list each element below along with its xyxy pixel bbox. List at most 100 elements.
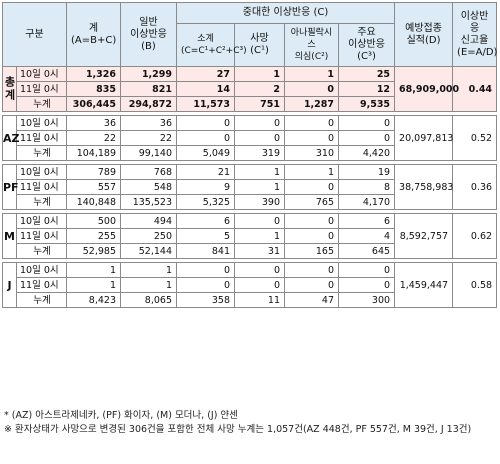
group-label: AZ [2,115,20,161]
cell-anaphylaxis: 0 [284,130,339,146]
cell-general: 494 [120,213,177,229]
cell-major: 4 [337,228,396,244]
row-label: 11일 0시 [16,81,67,97]
cell-total: 500 [66,213,121,229]
group-label: M [2,213,17,259]
cell-death: 1 [234,164,285,180]
cell-death: 1 [234,66,285,82]
cell-subtotal: 0 [176,262,235,278]
cell-subtotal: 5 [176,228,235,244]
row-label: 11일 0시 [16,277,67,293]
cell-rate: 0.58 [452,262,498,308]
footnote-abbreviations: * (AZ) 아스트라제네카, (PF) 화이자, (M) 모더나, (J) 얀… [4,410,238,421]
cell-death: 11 [234,292,285,308]
cell-total: 140,848 [66,194,121,210]
cell-anaphylaxis: 0 [284,179,339,195]
cell-major: 4,420 [337,145,396,161]
cell-death: 0 [234,115,285,131]
header-subtotal-text: 소계 (C=C¹+C²+C³) [181,34,247,56]
header-vaccinated: 예방접종 실적(D) [394,2,454,67]
cell-subtotal: 11,573 [176,96,235,112]
cell-general: 294,872 [120,96,177,112]
cell-total: 306,445 [66,96,121,112]
cell-rate: 0.52 [452,115,498,161]
table-row: 11일 0시 557 548 9 1 0 8 [3,179,497,195]
cell-total: 1 [66,277,121,293]
table-row: 누계 8,423 8,065 358 11 47 300 [3,292,497,308]
header-category: 구분 [2,2,67,67]
cell-major: 645 [337,243,396,259]
cell-anaphylaxis: 0 [284,277,339,293]
cell-vaccinated: 68,909,000 [394,66,459,112]
cell-major: 9,535 [337,96,396,112]
cell-death: 0 [234,262,285,278]
cell-death: 1 [234,228,285,244]
cell-total: 104,189 [66,145,121,161]
header-death: 사망 (C¹) [234,23,285,67]
row-label: 누계 [16,243,67,259]
cell-general: 548 [120,179,177,195]
cell-anaphylaxis: 0 [284,115,339,131]
cell-anaphylaxis: 310 [284,145,339,161]
cell-major: 12 [337,81,396,97]
row-label: 10일 0시 [16,213,67,229]
cell-total: 835 [66,81,121,97]
cell-total: 52,985 [66,243,121,259]
cell-major: 0 [337,277,396,293]
cell-death: 751 [234,96,285,112]
group-label: PF [2,164,19,210]
cell-vaccinated: 1,459,447 [394,262,454,308]
cell-anaphylaxis: 1,287 [284,96,339,112]
header-rate-text: 이상반응 신고율 (E=A/D) [457,10,498,58]
cell-subtotal: 0 [176,130,235,146]
cell-total: 557 [66,179,121,195]
row-label: 10일 0시 [16,262,67,278]
cell-anaphylaxis: 765 [284,194,339,210]
header-serious-group: 중대한 이상반응 (C) [175,2,396,24]
row-label: 누계 [16,194,67,210]
cell-death: 31 [234,243,285,259]
cell-subtotal: 14 [176,81,235,97]
cell-rate: 0.44 [452,66,498,112]
cell-major: 4,170 [337,194,396,210]
footnote-death-total: ※ 환자상태가 사망으로 변경된 306건을 포함한 전체 사망 누계는 1,0… [4,424,472,435]
cell-total: 1,326 [66,66,121,82]
cell-subtotal: 0 [176,115,235,131]
cell-major: 19 [337,164,396,180]
cell-major: 25 [337,66,396,82]
table-row: 누계 52,985 52,144 841 31 165 645 [3,243,497,259]
cell-total: 8,423 [66,292,121,308]
cell-major: 300 [337,292,396,308]
cell-death: 0 [234,213,285,229]
cell-anaphylaxis: 0 [284,81,339,97]
cell-vaccinated: 38,758,983 [394,164,453,210]
cell-total: 36 [66,115,121,131]
cell-subtotal: 6 [176,213,235,229]
cell-total: 255 [66,228,121,244]
header-rate: 이상반응 신고율 (E=A/D) [452,2,498,67]
cell-rate: 0.36 [452,164,498,210]
group-label: 총계 [2,66,17,112]
cell-anaphylaxis: 0 [284,262,339,278]
cell-rate: 0.62 [452,213,498,259]
cell-general: 768 [120,164,177,180]
cell-death: 0 [234,277,285,293]
cell-major: 8 [337,179,396,195]
row-label: 11일 0시 [16,130,67,146]
cell-subtotal: 5,049 [176,145,235,161]
table-row: J 10일 0시 1 1 0 0 0 0 1,459,447 0.58 [2,262,498,308]
table-body: 총계 10일 0시 1,326 1,299 27 1 1 25 68,909,000 0.44 11… [2,66,498,308]
table-row: 누계 104,189 99,140 5,049 319 310 4,420 [3,145,497,161]
table-row: 11일 0시 835 821 14 2 0 12 [3,81,497,97]
cell-anaphylaxis: 165 [284,243,339,259]
row-label: 11일 0시 [16,179,67,195]
row-label: 11일 0시 [16,228,67,244]
header-anaphylaxis-text: 아나필락시스 의심(C²) [290,28,333,62]
cell-total: 789 [66,164,121,180]
cell-death: 0 [234,130,285,146]
cell-major: 0 [337,262,396,278]
row-label: 누계 [16,145,67,161]
header-death-text: 사망 (C¹) [250,33,269,56]
group-label: J [2,262,17,308]
cell-vaccinated: 20,097,813 [394,115,453,161]
